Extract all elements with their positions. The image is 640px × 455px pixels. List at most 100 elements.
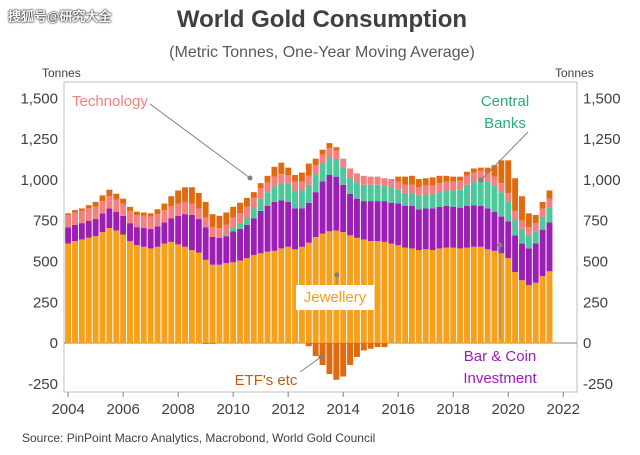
bar-bar-coin-investment	[388, 202, 395, 244]
bar-technology	[175, 203, 182, 216]
bar-central-banks	[422, 194, 429, 209]
watermark: 搜狐号@研究大全	[8, 9, 112, 24]
bar-bar-coin-investment	[202, 227, 209, 260]
bar-etfs-negative	[340, 343, 347, 377]
bar-jewellery	[195, 252, 202, 344]
bar-technology	[333, 150, 340, 160]
bar-bar-coin-investment	[175, 215, 182, 245]
annotation-arrow	[299, 356, 322, 373]
annotation-arrow-head	[318, 354, 324, 360]
bar-bar-coin-investment	[237, 228, 243, 261]
bar-bar-coin-investment	[285, 201, 292, 247]
bar-jewellery	[395, 245, 402, 344]
bar-etf-s-etc	[78, 208, 85, 211]
bar-etf-s-etc	[161, 203, 168, 211]
bar-technology	[539, 208, 546, 217]
bar-bar-coin-investment	[415, 209, 422, 251]
bar-jewellery	[271, 250, 278, 344]
bar-jewellery	[182, 246, 188, 344]
bar-bar-coin-investment	[525, 248, 532, 286]
bar-jewellery	[85, 237, 92, 344]
bar-etf-s-etc	[464, 171, 470, 176]
bar-technology	[450, 181, 457, 191]
bar-etf-s-etc	[388, 179, 395, 180]
bar-central-banks	[457, 189, 464, 208]
bar-technology	[298, 181, 305, 191]
bar-etf-s-etc	[491, 165, 498, 177]
bar-jewellery	[464, 247, 470, 344]
bar-bar-coin-investment	[512, 235, 519, 273]
bar-jewellery	[512, 272, 519, 344]
y-tick-label-right: 750	[583, 213, 608, 230]
bar-bar-coin-investment	[539, 229, 546, 277]
bar-central-banks	[436, 192, 443, 207]
bar-technology	[505, 192, 512, 202]
bar-jewellery	[257, 253, 264, 344]
bar-central-banks	[470, 181, 477, 206]
bar-technology	[133, 214, 140, 228]
annotation-arrow-head	[334, 272, 340, 278]
bar-etf-s-etc	[477, 167, 484, 171]
annotation-arrow-head	[247, 175, 253, 181]
bar-bar-coin-investment	[353, 198, 360, 238]
bar-technology	[264, 182, 271, 193]
bar-etf-s-etc	[457, 176, 464, 181]
bar-bar-coin-investment	[113, 211, 120, 231]
bar-technology	[65, 214, 72, 228]
bar-central-banks	[381, 186, 388, 202]
bar-jewellery	[140, 246, 147, 344]
bar-bar-coin-investment	[532, 243, 539, 283]
bar-bar-coin-investment	[292, 208, 299, 250]
bar-etfs-negative	[367, 343, 374, 349]
bar-bar-coin-investment	[347, 193, 354, 236]
bar-etfs-negative	[202, 343, 209, 344]
bar-bar-coin-investment	[182, 214, 188, 247]
bar-bar-coin-investment	[429, 208, 436, 251]
bar-jewellery	[477, 246, 484, 344]
bar-bar-coin-investment	[257, 210, 264, 254]
bar-etf-s-etc	[395, 176, 402, 182]
bar-etf-s-etc	[147, 213, 154, 217]
y-tick-label-right: 250	[583, 294, 608, 311]
bar-central-banks	[326, 157, 333, 175]
bar-jewellery	[422, 249, 429, 344]
bar-etfs-negative	[353, 343, 360, 357]
bar-etf-s-etc	[175, 190, 182, 204]
bar-jewellery	[546, 271, 553, 344]
bar-jewellery	[498, 253, 505, 344]
bar-jewellery	[223, 263, 230, 344]
bar-technology	[443, 181, 450, 191]
bar-etfs-negative	[305, 343, 312, 347]
bar-etf-s-etc	[450, 176, 457, 182]
bar-jewellery	[72, 241, 78, 344]
bar-bar-coin-investment	[319, 181, 326, 234]
bar-etf-s-etc	[72, 210, 78, 213]
bar-bar-coin-investment	[278, 200, 285, 249]
bar-jewellery	[491, 250, 498, 344]
bar-bar-coin-investment	[340, 184, 347, 233]
bar-central-banks	[450, 190, 457, 207]
bar-etfs-negative	[347, 343, 354, 366]
y-tick-label-left: -250	[28, 376, 58, 393]
x-tick-label: 2004	[51, 401, 84, 418]
bar-etf-s-etc	[127, 206, 133, 211]
bar-etf-s-etc	[546, 190, 553, 199]
bar-etf-s-etc	[202, 201, 209, 218]
bar-technology	[243, 206, 250, 218]
bar-bar-coin-investment	[360, 201, 367, 240]
bar-etf-s-etc	[402, 176, 409, 185]
bar-jewellery	[374, 241, 381, 344]
bar-technology	[312, 165, 319, 175]
bar-central-banks	[539, 216, 546, 230]
bar-jewellery	[264, 251, 271, 344]
y-tick-label-left: 1,500	[20, 90, 58, 107]
bar-etf-s-etc	[292, 175, 299, 182]
bar-etf-s-etc	[106, 189, 113, 197]
bar-technology	[209, 227, 216, 237]
bar-technology	[230, 217, 237, 229]
bar-technology	[436, 183, 443, 193]
bar-etf-s-etc	[85, 205, 92, 209]
bar-etfs-negative	[209, 343, 216, 344]
bar-bar-coin-investment	[464, 206, 470, 248]
bar-bar-coin-investment	[92, 219, 99, 237]
